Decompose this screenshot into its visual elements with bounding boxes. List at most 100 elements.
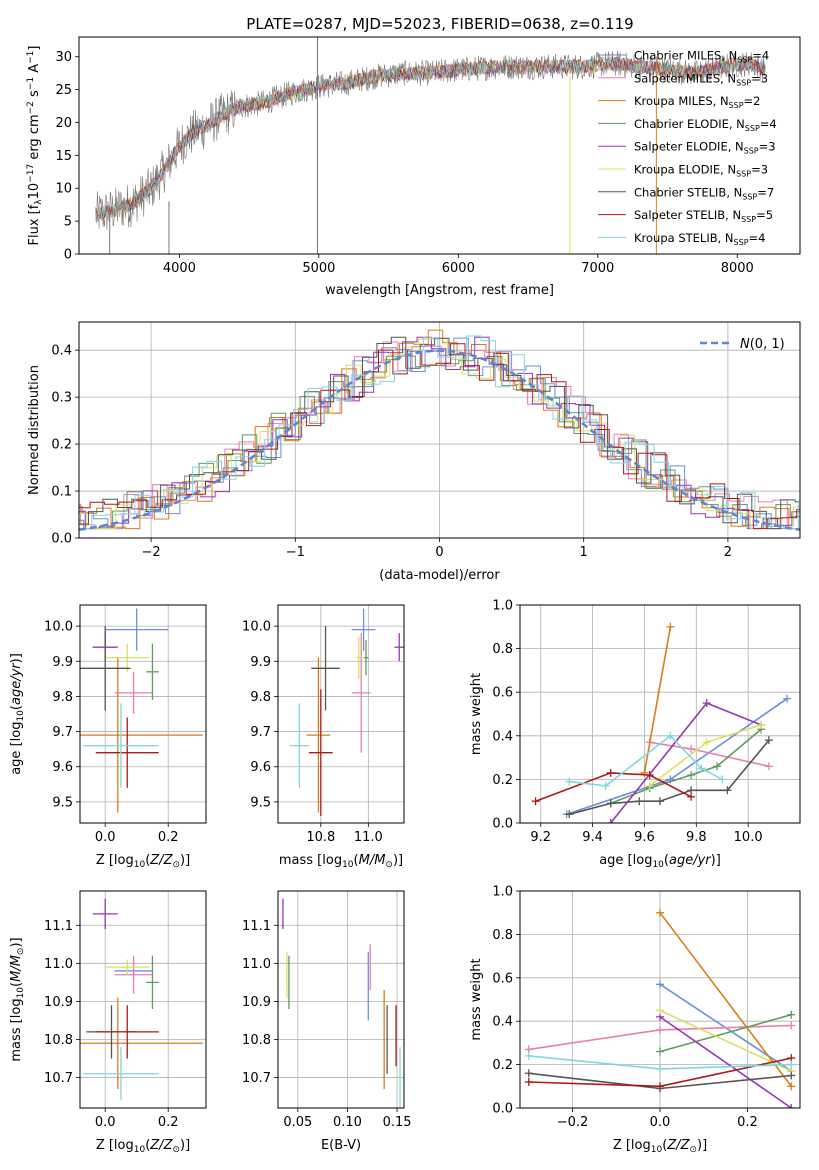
errorbar-point	[105, 959, 150, 975]
model-spectrum-line	[95, 56, 766, 223]
x-tick-label: 9.4	[582, 830, 603, 845]
label-part: 10	[134, 860, 146, 870]
axes-frame	[79, 890, 207, 1109]
mass-vs-Z-ylabel: mass [log10(M/M⊙)]	[9, 937, 26, 1061]
legend-entry: Salpeter STELIB, NSSP=5	[634, 208, 773, 224]
x-tick-label: 0.15	[383, 1115, 412, 1130]
errorbar-point	[363, 640, 369, 676]
y-tick-label: 10.7	[242, 1071, 271, 1086]
panel-mass-vs-ebv: 0.05 0.10 0.15 10.7 10.8 10.9 11.0 11.1	[242, 890, 412, 1130]
y-tick-label: 0.4	[492, 729, 513, 744]
label-part: )]	[711, 853, 721, 868]
errorbar-point	[351, 633, 371, 753]
y-tick-label: 9.9	[250, 655, 271, 670]
y-tick-label: 10.7	[44, 1071, 73, 1086]
figure-title: PLATE=0287, MJD=52023, FIBERID=0638, z=0…	[246, 15, 633, 33]
x-tick-label: 10.0	[734, 830, 763, 845]
y-tick-label: 10.8	[242, 1033, 271, 1048]
legend-sub: SSP	[742, 192, 757, 201]
weight-marker	[601, 781, 610, 790]
x-tick-label: 9.6	[634, 830, 655, 845]
legend-entry: Chabrier ELODIE, NSSP=4	[634, 117, 777, 133]
x-tick-label: 0.0	[95, 830, 116, 845]
panel-residuals: −2 −1 0 1 2 0.0 0.1 0.2 0.3 0.4 (data-model)/error…	[27, 321, 801, 583]
y-tick-label: 0.2	[492, 1058, 513, 1073]
x-tick-label: 1	[580, 545, 588, 560]
x-tick-label: 4000	[163, 261, 196, 276]
y-tick-label: 5	[64, 215, 72, 230]
y-tick-label: 30	[55, 50, 72, 65]
weight-line	[659, 1009, 792, 1072]
y-tick-label: 9.5	[52, 795, 73, 810]
weight-marker	[723, 786, 732, 795]
axes-frame	[277, 890, 405, 1109]
errorbar-point	[95, 717, 159, 788]
weight-marker	[606, 799, 615, 808]
weight-marker	[524, 1051, 533, 1060]
label-part: −2	[26, 101, 36, 114]
weight-marker	[656, 1082, 664, 1091]
weight-marker	[606, 768, 615, 777]
legend-count: =3	[751, 71, 768, 85]
legend-sub: SSP	[736, 170, 751, 179]
weight-marker	[656, 1025, 664, 1034]
legend-entry: Salpeter ELODIE, NSSP=3	[634, 140, 776, 156]
weight-marker	[524, 1069, 533, 1078]
errorbar-point	[146, 643, 159, 700]
legend-model: Salpeter MILES, N	[634, 71, 736, 85]
errorbar-point	[105, 643, 150, 672]
y-tick-label: 9.5	[250, 795, 271, 810]
panel-mass-vs-Z: 0.0 0.210.710.810.911.011.1Z [log10(Z/Z⊙)…	[9, 890, 207, 1155]
legend-entry: Salpeter MILES, NSSP=3	[634, 71, 768, 87]
weight-marker	[713, 762, 722, 771]
panel-weight-vs-age: 9.2 9.4 9.6 9.8 10.0 0.0 0.2 0.4 0.6 0.8 1.0 age [l…	[469, 599, 801, 870]
y-tick-label: 11.0	[44, 957, 73, 972]
weight-marker	[565, 810, 574, 819]
errorbar-point	[80, 657, 203, 813]
y-tick-label: 0.6	[492, 971, 513, 986]
errorbars	[289, 608, 404, 816]
weight-marker	[645, 781, 654, 790]
y-tick-label: 11.1	[44, 919, 73, 934]
errorbar-point	[394, 633, 404, 662]
legend-count: =2	[744, 94, 761, 108]
legend-model: Salpeter ELODIE, N	[634, 140, 744, 154]
weight-marker	[656, 1047, 664, 1056]
y-tick-label: 10.9	[242, 995, 271, 1010]
y-tick-label: 11.0	[242, 957, 271, 972]
label-part: mass [log	[279, 853, 342, 868]
label-part: mass [log	[9, 998, 24, 1061]
label-part: (	[9, 705, 24, 710]
label-part: Z [log	[613, 1138, 651, 1153]
x-tick-label: 0.0	[95, 1115, 116, 1130]
y-tick-label: 9.9	[52, 655, 73, 670]
y-tick-label: 0.4	[51, 344, 72, 359]
label-part: 10	[652, 860, 664, 870]
label-part: 10	[16, 987, 26, 999]
y-tick-label: 0	[64, 248, 72, 263]
legend-count: =3	[759, 140, 776, 154]
mass-vs-Z-xlabel: Z [log10(Z/Z⊙)]	[96, 1138, 190, 1155]
x-tick-label: 9.8	[686, 830, 707, 845]
weight-marker	[787, 1104, 796, 1108]
y-tick-label: 0.4	[492, 1015, 513, 1030]
y-tick-label: 0.8	[492, 642, 513, 657]
legend-model: Kroupa ELODIE, N	[634, 163, 736, 177]
errorbar-point	[114, 955, 153, 994]
weight-marker	[787, 1010, 796, 1019]
y-tick-label: 0.2	[51, 438, 72, 453]
label-part: Flux [f	[27, 204, 42, 245]
label-part: age/yr	[669, 853, 712, 868]
y-tick-label: 0.1	[51, 485, 72, 500]
legend-sub: SSP	[741, 215, 756, 224]
x-tick-label: 2	[724, 545, 732, 560]
errorbar-point	[95, 1005, 159, 1059]
label-part: (	[664, 853, 669, 868]
label-part: λ	[34, 199, 44, 205]
weight-marker	[757, 720, 766, 729]
weight-marker	[687, 771, 696, 780]
x-tick-label: 5000	[302, 261, 335, 276]
label-part: M/M	[9, 955, 24, 982]
y-tick-label: 15	[55, 149, 72, 164]
